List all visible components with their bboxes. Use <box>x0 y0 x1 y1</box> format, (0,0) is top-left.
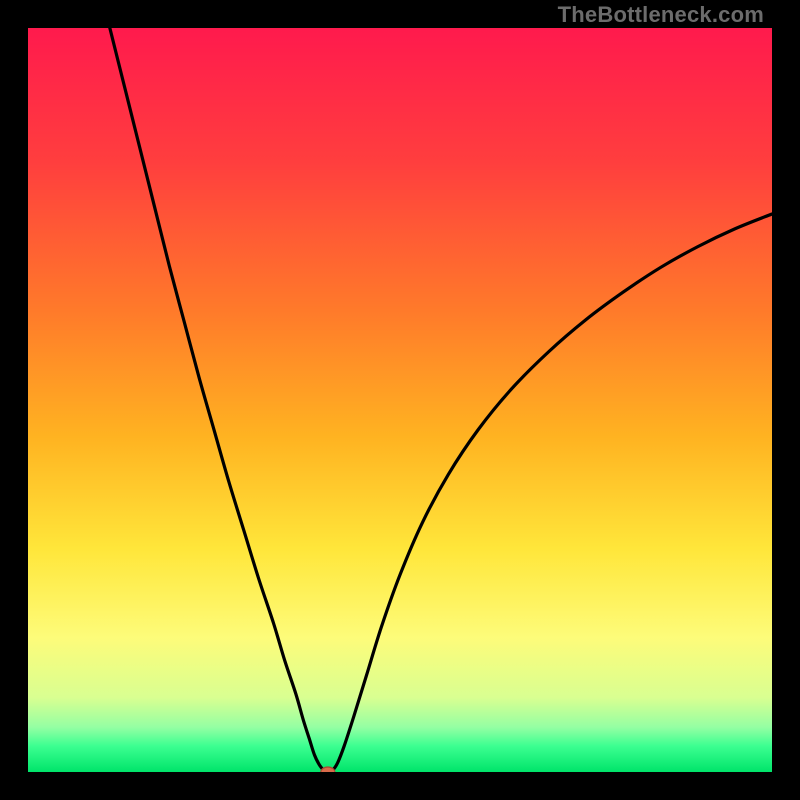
watermark-text: TheBottleneck.com <box>558 2 764 28</box>
chart-frame: TheBottleneck.com <box>0 0 800 800</box>
bottleneck-chart-svg <box>0 0 800 800</box>
gradient-background <box>28 28 772 772</box>
